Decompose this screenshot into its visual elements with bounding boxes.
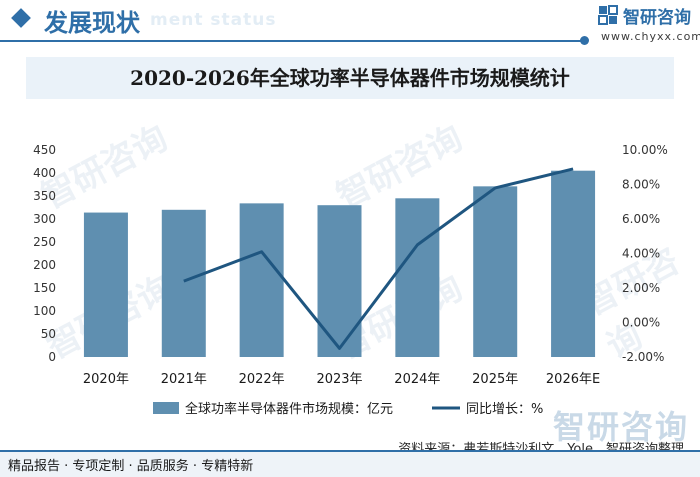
growth-line [183,167,574,350]
y-left-tick-label: 50 [41,327,56,341]
y-right-tick-label: 4.00% [622,247,660,261]
diamond-icon [11,8,31,28]
header-divider [0,40,585,42]
chart-title: 2020-2026年全球功率半导体器件市场规模统计 [130,66,570,90]
bar [161,209,206,357]
footer-divider [0,450,700,452]
legend-label-line: 同比增长：% [466,402,543,417]
y-left-tick-label: 150 [33,281,56,295]
bar [551,170,596,357]
footer-bar: 精品报告 · 专项定制 · 品质服务 · 专精特新 [0,450,700,477]
x-tick-label: 2025年 [472,372,518,387]
y-left-tick-label: 400 [33,166,56,180]
y-right-tick-label: 6.00% [622,212,660,226]
chart-title-band: 2020-2026年全球功率半导体器件市场规模统计 [26,57,674,99]
y-left-tick-label: 450 [33,143,56,157]
y-left-tick-label: 350 [33,189,56,203]
page-header: ment status 发展现状 智研咨询 www.chyxx.com [0,0,700,48]
y-right-tick-label: 2.00% [622,281,660,295]
bar [473,186,518,357]
bar [83,212,128,357]
section-title: 发展现状 [44,9,140,37]
legend-label-bar: 全球功率半导体器件市场规模：亿元 [185,401,393,417]
y-right-tick-label: 10.00% [622,143,668,157]
brand-logo-icon [598,5,618,25]
brand-name: 智研咨询 [623,8,691,28]
bar [239,203,284,357]
footer-slogan: 精品报告 · 专项定制 · 品质服务 · 专精特新 [8,459,254,474]
x-tick-label: 2023年 [316,372,362,387]
x-tick-label: 2020年 [83,372,129,387]
bar [395,198,440,357]
y-left-tick-label: 0 [48,350,56,364]
x-tick-label: 2022年 [239,372,285,387]
y-left-tick-label: 200 [33,258,56,272]
legend-swatch-bar [153,402,179,414]
y-right-tick-label: 8.00% [622,178,660,192]
x-tick-label: 2024年 [394,372,440,387]
x-tick-label: 2026年E [546,372,600,387]
brand-url: www.chyxx.com [601,30,700,43]
bar [317,205,362,357]
y-left-tick-label: 250 [33,235,56,249]
y-left-tick-label: 300 [33,212,56,226]
divider-dot [580,36,589,45]
header-ghost-text: ment status [150,10,277,30]
x-tick-label: 2021年 [161,372,207,387]
y-right-tick-label: 0.00% [622,316,660,330]
y-right-tick-label: -2.00% [622,350,664,364]
chart: 0 50 100 150 200 250 300 350 400 450 -2.00% 0.00% 2… [33,143,668,417]
brand-watermark: 智研咨询 [553,408,690,446]
y-left-tick-label: 100 [33,304,56,318]
